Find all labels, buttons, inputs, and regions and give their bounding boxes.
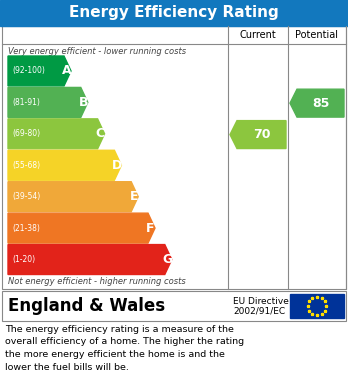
Text: (55-68): (55-68)	[12, 161, 40, 170]
Text: Energy Efficiency Rating: Energy Efficiency Rating	[69, 5, 279, 20]
Text: F: F	[146, 222, 155, 235]
Polygon shape	[8, 119, 105, 149]
Bar	[0, 0, 348, 26]
Polygon shape	[8, 182, 138, 212]
Polygon shape	[8, 56, 71, 86]
Text: EU Directive: EU Directive	[233, 298, 289, 307]
Text: A: A	[62, 65, 71, 77]
Text: (92-100): (92-100)	[12, 66, 45, 75]
Text: E: E	[129, 190, 138, 203]
Bar	[2, 26, 346, 289]
Text: The energy efficiency rating is a measure of the
overall efficiency of a home. T: The energy efficiency rating is a measur…	[5, 325, 244, 371]
Text: 2002/91/EC: 2002/91/EC	[233, 307, 285, 316]
Text: D: D	[112, 159, 122, 172]
Text: G: G	[162, 253, 172, 266]
Bar	[290, 294, 344, 318]
Text: Potential: Potential	[295, 30, 339, 40]
Text: Current: Current	[240, 30, 276, 40]
Bar	[2, 291, 346, 321]
Polygon shape	[8, 213, 155, 243]
Text: Not energy efficient - higher running costs: Not energy efficient - higher running co…	[8, 276, 186, 285]
Polygon shape	[8, 245, 172, 274]
Polygon shape	[290, 89, 344, 117]
Text: C: C	[96, 127, 105, 140]
Text: England & Wales: England & Wales	[8, 297, 165, 315]
Text: B: B	[79, 96, 88, 109]
Polygon shape	[230, 120, 286, 149]
Text: (39-54): (39-54)	[12, 192, 40, 201]
Text: (81-91): (81-91)	[12, 98, 40, 107]
Text: 85: 85	[312, 97, 329, 109]
Text: (21-38): (21-38)	[12, 224, 40, 233]
Text: (69-80): (69-80)	[12, 129, 40, 138]
Text: 70: 70	[253, 128, 270, 141]
Text: Very energy efficient - lower running costs: Very energy efficient - lower running co…	[8, 47, 186, 56]
Text: (1-20): (1-20)	[12, 255, 35, 264]
Polygon shape	[8, 150, 121, 180]
Polygon shape	[8, 88, 88, 117]
